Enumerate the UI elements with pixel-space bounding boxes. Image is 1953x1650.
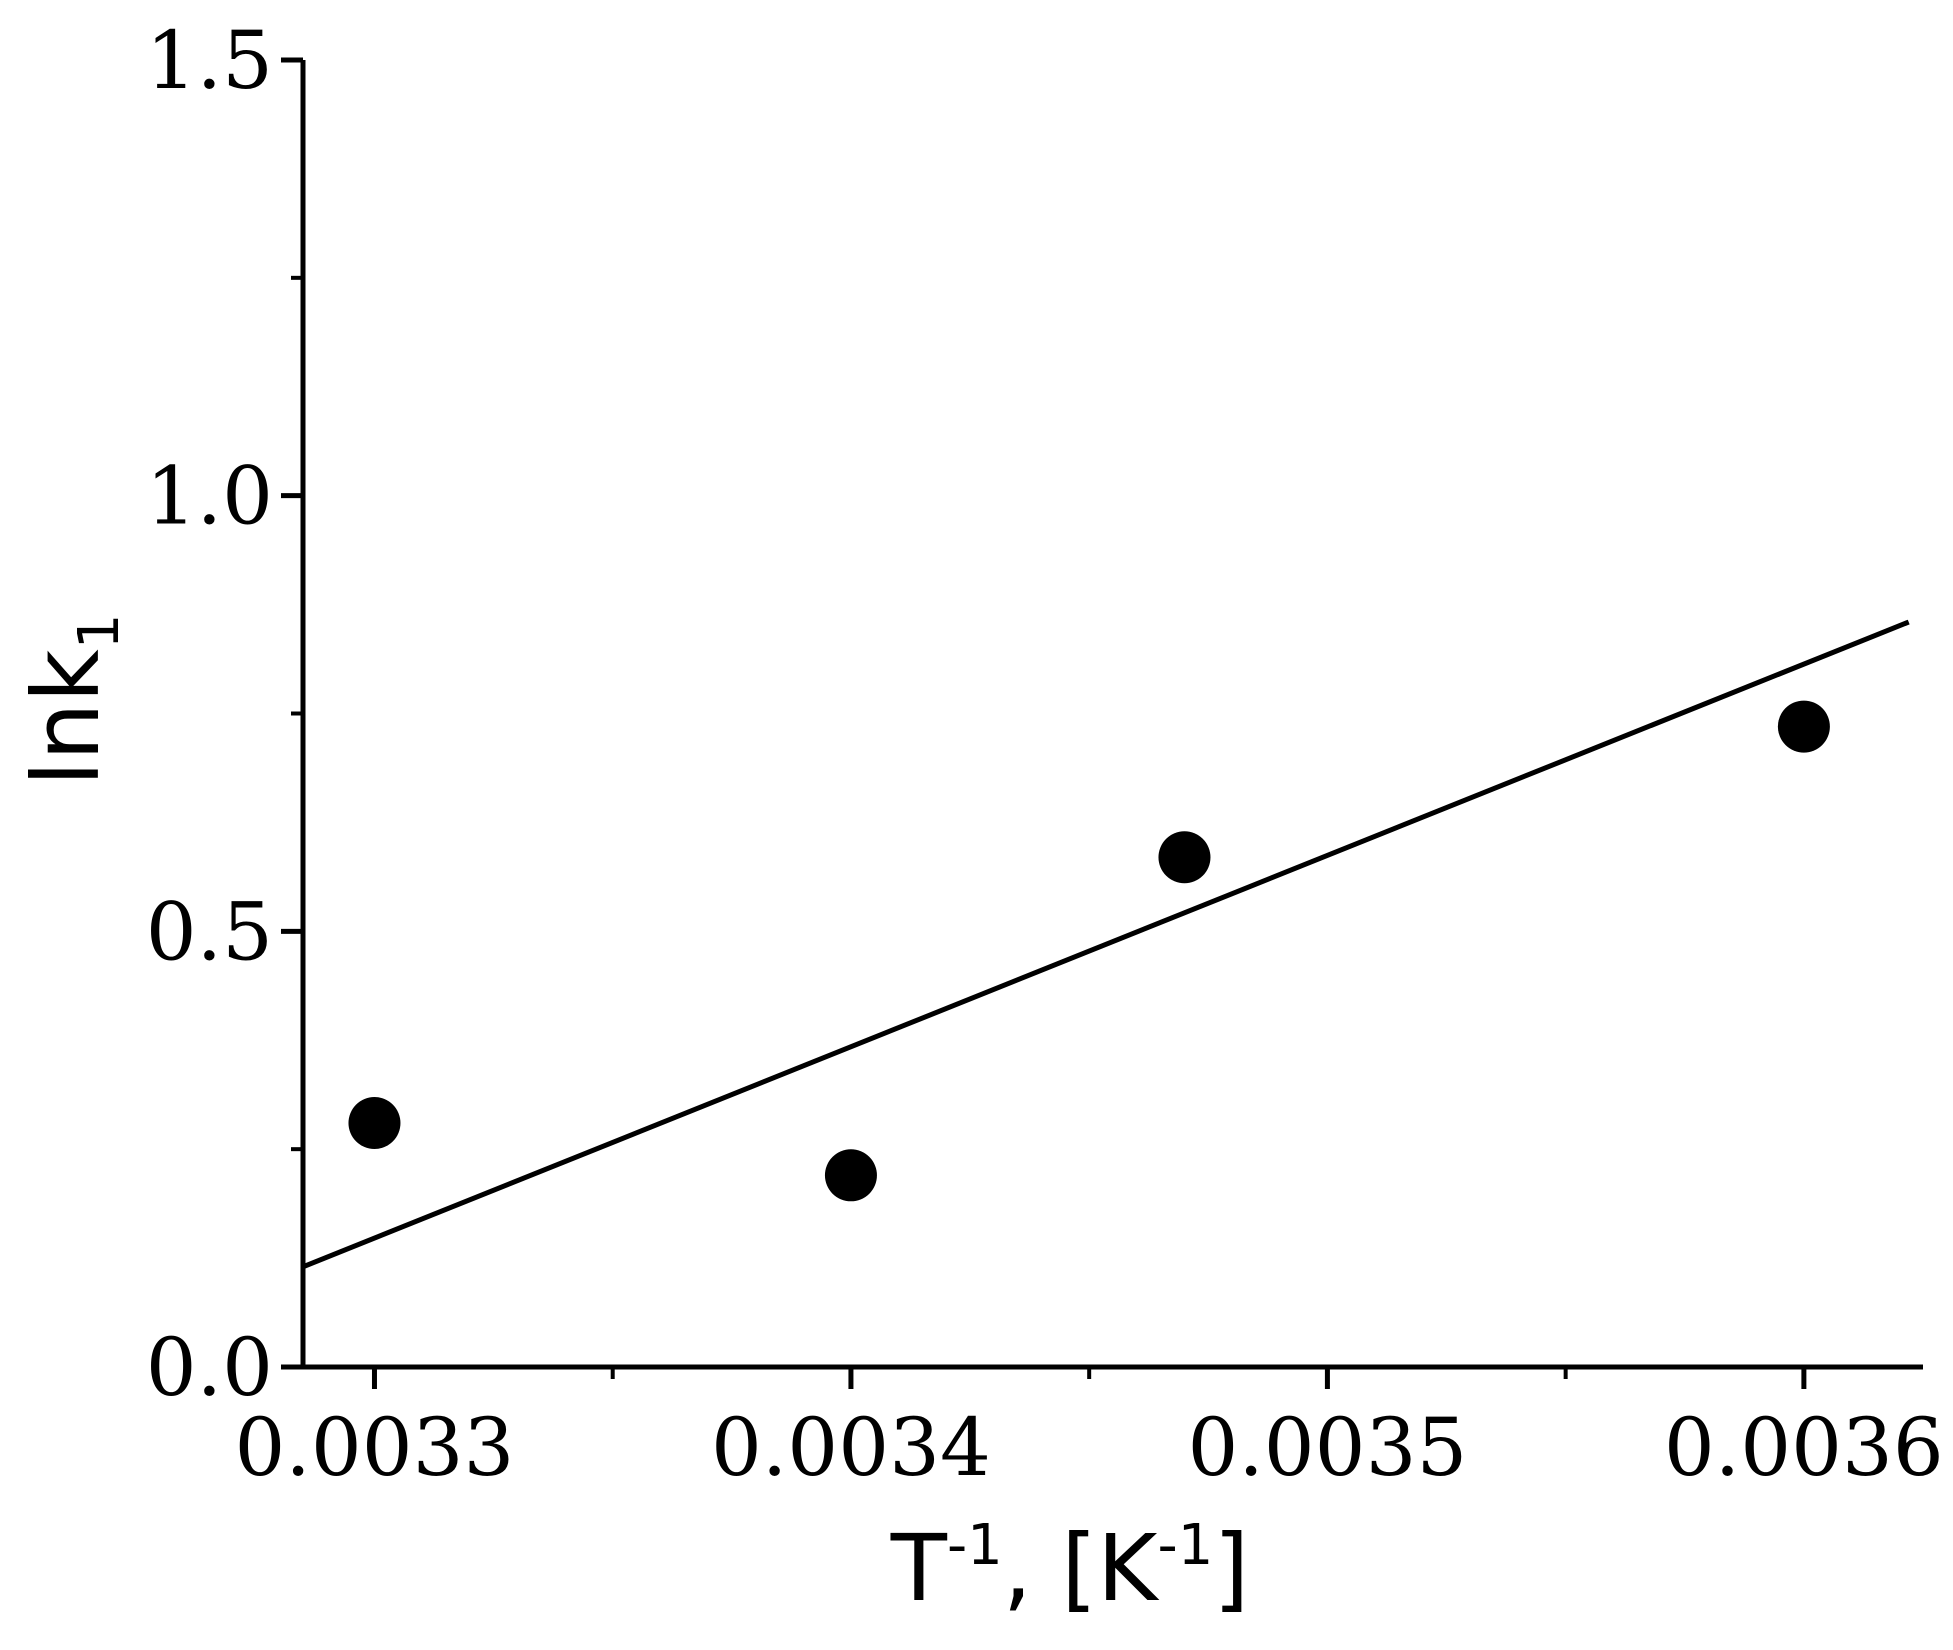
x-axis-title-close: ] — [1213, 1515, 1249, 1622]
y-axis-title-subscript: 1 — [67, 614, 132, 650]
data-point — [1158, 831, 1211, 884]
y-tick-label: 1.5 — [146, 14, 273, 107]
x-tick-label: 0.0034 — [711, 1401, 991, 1494]
y-axis-title: lnk1 — [13, 614, 132, 787]
data-point — [1777, 700, 1830, 753]
y-tick-label: 0.5 — [146, 885, 273, 978]
data-point — [824, 1149, 877, 1202]
axes: 0.0 0.5 1.0 1.5 0.0033 0.0034 0.0035 0.0036 — [146, 14, 1944, 1494]
x-axis-title-unit-sup: -1 — [1158, 1513, 1214, 1578]
x-axis-title-unit: , [K — [1003, 1515, 1160, 1622]
y-tick-label: 0.0 — [146, 1321, 273, 1414]
y-tick-label: 1.0 — [146, 450, 273, 543]
x-tick-label: 0.0036 — [1664, 1401, 1944, 1494]
chart-marks — [302, 619, 1910, 1270]
x-axis-title: T-1, [K-1] — [890, 1513, 1250, 1622]
x-tick-label: 0.0033 — [235, 1401, 515, 1494]
y-axis-title-text: lnk — [13, 649, 120, 787]
x-axis-title-sup: -1 — [947, 1513, 1003, 1578]
fit-line — [302, 619, 1910, 1270]
x-tick-label: 0.0035 — [1187, 1401, 1467, 1494]
x-axis-title-text: T — [890, 1515, 948, 1622]
data-point — [348, 1097, 401, 1150]
